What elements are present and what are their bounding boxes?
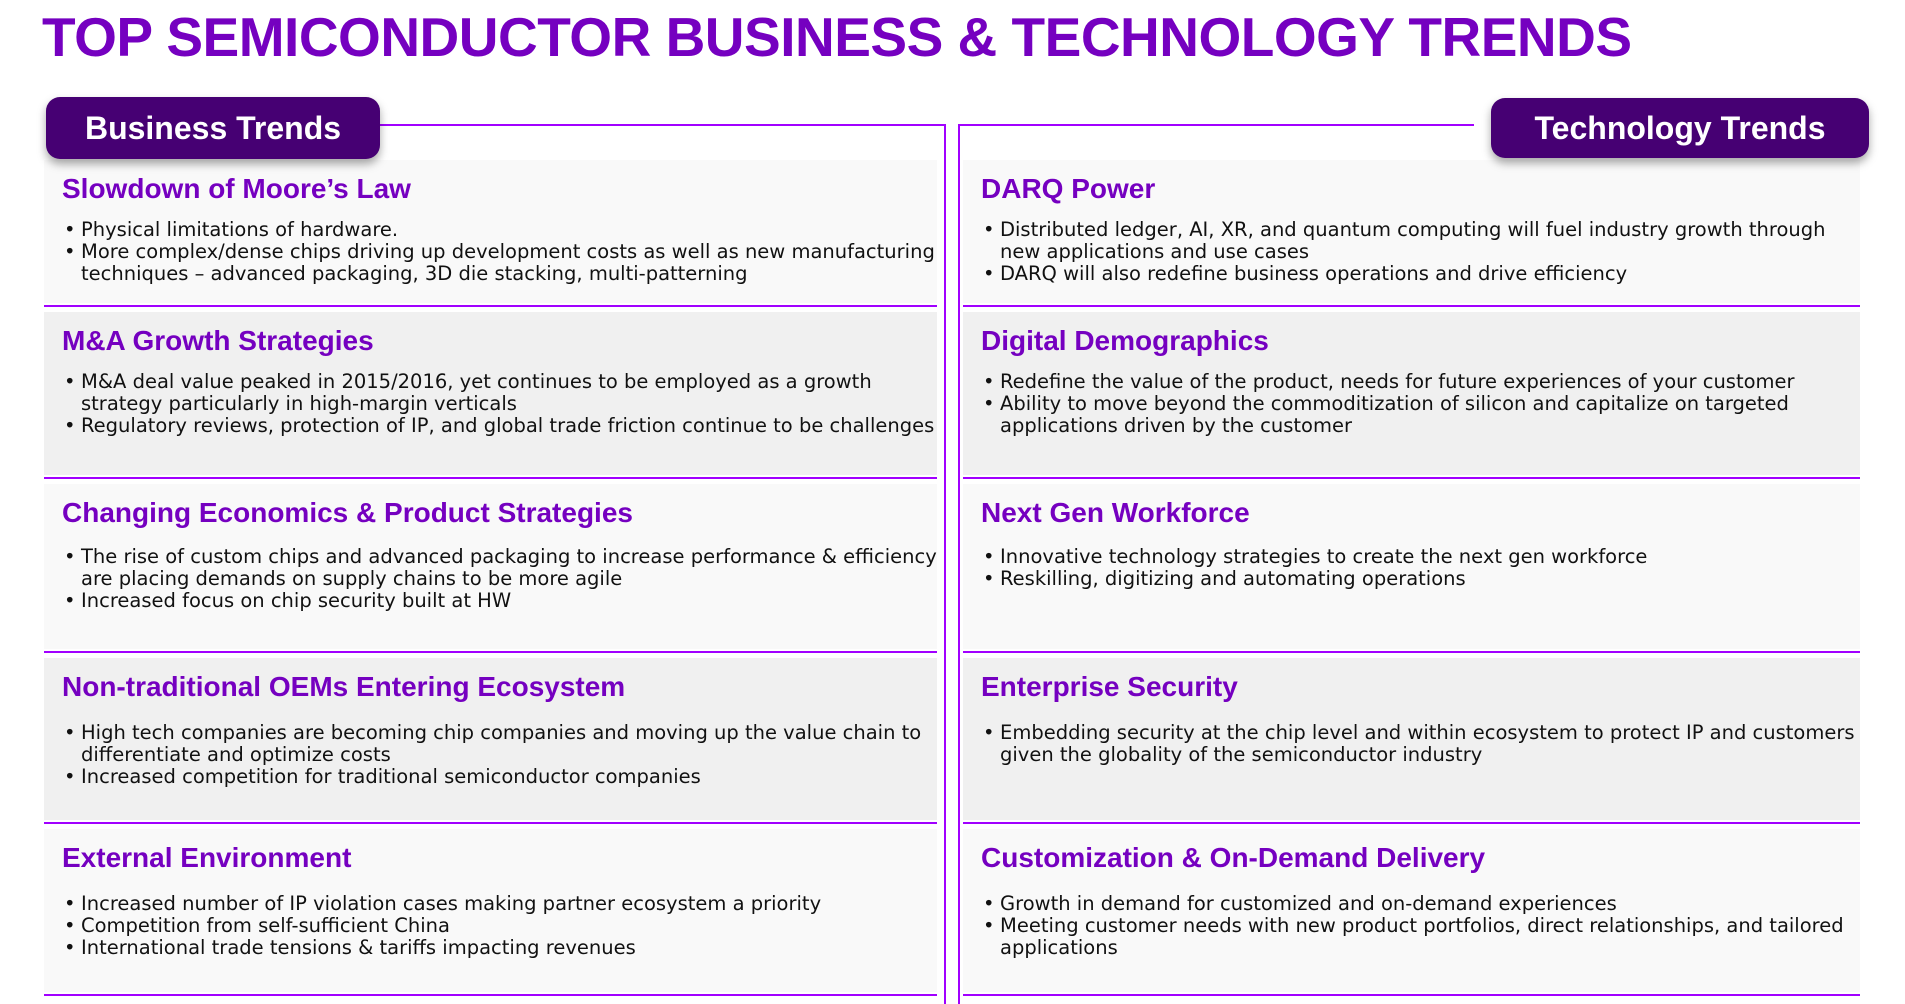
trend-heading: Changing Economics & Product Strategies (62, 497, 633, 528)
trend-card-next-gen-workforce: Next Gen Workforce Innovative technology… (963, 484, 1860, 653)
trend-bullet: Growth in demand for customized and on-d… (981, 893, 1860, 916)
technology-trends-label: Technology Trends (1491, 98, 1869, 158)
business-header-rule (380, 124, 945, 126)
trend-bullet: Distributed ledger, AI, XR, and quantum … (981, 219, 1860, 263)
trend-heading: Digital Demographics (981, 325, 1269, 356)
trend-heading: Non-traditional OEMs Entering Ecosystem (62, 671, 626, 702)
trend-card-slowdown-moores-law: Slowdown of Moore’s Law Physical limitat… (44, 160, 937, 307)
trend-bullet: Redefine the value of the product, needs… (981, 371, 1860, 394)
trend-heading: Next Gen Workforce (981, 497, 1250, 528)
trend-bullet: Competition from self-sufficient China (62, 915, 937, 938)
trend-heading: Slowdown of Moore’s Law (62, 173, 411, 204)
business-trends-label: Business Trends (46, 97, 380, 159)
trend-heading: Enterprise Security (981, 671, 1238, 702)
trend-bullet: Ability to move beyond the commoditizati… (981, 393, 1860, 437)
trend-bullet: Embedding security at the chip level and… (981, 722, 1860, 766)
trend-bullet: Regulatory reviews, protection of IP, an… (62, 415, 937, 438)
trend-bullet: Increased competition for traditional se… (62, 766, 937, 789)
trend-card-darq-power: DARQ Power Distributed ledger, AI, XR, a… (963, 160, 1860, 307)
trend-card-digital-demographics: Digital Demographics Redefine the value … (963, 312, 1860, 479)
page-title: TOP SEMICONDUCTOR BUSINESS & TECHNOLOGY … (42, 6, 1632, 68)
trend-heading: DARQ Power (981, 173, 1156, 204)
trend-bullet: Meeting customer needs with new product … (981, 915, 1860, 959)
business-divider (944, 124, 946, 1004)
trend-bullet: International trade tensions & tariffs i… (62, 937, 937, 960)
trend-card-non-traditional-oems: Non-traditional OEMs Entering Ecosystem … (44, 658, 937, 824)
trend-heading: M&A Growth Strategies (62, 325, 374, 356)
trend-bullet: The rise of custom chips and advanced pa… (62, 546, 937, 590)
technology-header-rule (958, 124, 1474, 126)
trend-bullet: Innovative technology strategies to crea… (981, 546, 1860, 569)
trend-card-enterprise-security: Enterprise Security Embedding security a… (963, 658, 1860, 824)
trend-bullet: Reskilling, digitizing and automating op… (981, 568, 1860, 591)
trend-card-external-environment: External Environment Increased number of… (44, 829, 937, 996)
trend-card-customization-on-demand: Customization & On-Demand Delivery Growt… (963, 829, 1860, 996)
trend-card-ma-growth: M&A Growth Strategies M&A deal value pea… (44, 312, 937, 479)
trend-bullet: Physical limitations of hardware. (62, 219, 937, 242)
trend-card-changing-economics: Changing Economics & Product Strategies … (44, 484, 937, 653)
trend-heading: Customization & On-Demand Delivery (981, 842, 1486, 873)
trend-bullet: High tech companies are becoming chip co… (62, 722, 937, 766)
technology-divider (958, 124, 960, 1004)
trend-bullet: DARQ will also redefine business operati… (981, 263, 1860, 286)
trend-bullet: Increased number of IP violation cases m… (62, 893, 937, 916)
trend-bullet: Increased focus on chip security built a… (62, 590, 937, 613)
trend-bullet: More complex/dense chips driving up deve… (62, 241, 937, 285)
trend-bullet: M&A deal value peaked in 2015/2016, yet … (62, 371, 937, 415)
trend-heading: External Environment (62, 842, 352, 873)
